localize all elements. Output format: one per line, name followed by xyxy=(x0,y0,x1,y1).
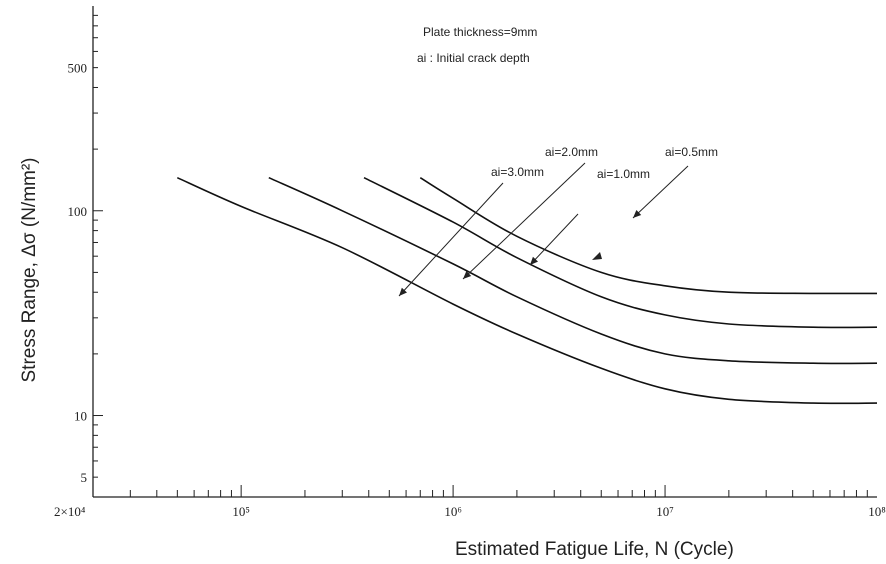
series-label-ai-1-0: ai=1.0mm xyxy=(597,167,650,181)
annotation-initial-crack-depth: ai : Initial crack depth xyxy=(417,51,530,65)
y-axis-label: Stress Range, Δσ (N/mm²) xyxy=(19,157,40,382)
y-tick-label: 100 xyxy=(68,204,88,219)
series-line-ai-3-0mm xyxy=(176,176,878,405)
x-tick-label: 2×10⁴ xyxy=(54,504,86,519)
x-tick-label: 10⁸ xyxy=(868,504,886,519)
x-axis-label: Estimated Fatigue Life, N (Cycle) xyxy=(455,539,734,560)
pointer-arrow-ai-3-0 xyxy=(398,182,504,297)
y-tick-label: 500 xyxy=(68,61,88,76)
arrowhead-ai-0-5 xyxy=(592,252,602,260)
x-tick-label: 10⁵ xyxy=(232,504,250,519)
arrowhead xyxy=(463,270,472,279)
arrowhead xyxy=(399,287,407,296)
annotation-plate-thickness: Plate thickness=9mm xyxy=(423,25,537,39)
x-tick-label: 10⁶ xyxy=(444,504,462,519)
series-label-ai-0-5: ai=0.5mm xyxy=(665,145,718,159)
series-label-ai-2-0: ai=2.0mm xyxy=(545,145,598,159)
series-line-ai-1-0mm xyxy=(363,176,878,329)
arrowhead xyxy=(633,209,642,218)
series-label-ai-3-0: ai=3.0mm xyxy=(491,165,544,179)
arrowhead xyxy=(530,256,539,265)
series-line-ai-2-0mm xyxy=(268,176,878,365)
series-line-ai-0-5mm xyxy=(419,177,878,295)
y-tick-label: 10 xyxy=(74,409,87,424)
x-tick-label: 10⁷ xyxy=(656,504,674,519)
pointer-arrow-ai-2-0 xyxy=(462,162,586,280)
pointer-arrow-ai-1-0 xyxy=(529,213,579,266)
y-tick-label: 5 xyxy=(81,470,88,485)
pointer-line-ai-0-5 xyxy=(632,165,689,219)
